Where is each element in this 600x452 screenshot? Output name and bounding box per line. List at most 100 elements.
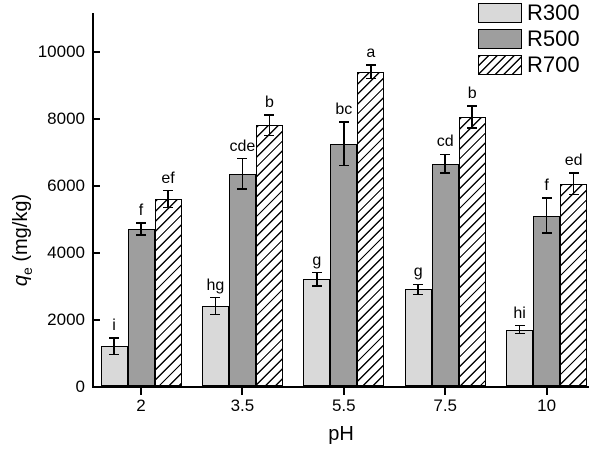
error-bar-cap: [163, 206, 173, 209]
error-bar-cap: [311, 285, 322, 287]
error-bar: [167, 190, 169, 208]
error-bar-cap: [109, 353, 119, 356]
legend-item-r700: R700: [478, 54, 580, 76]
y-tick-label: 4000: [47, 242, 85, 262]
legend-item-r500: R500: [478, 28, 580, 50]
error-bar: [572, 173, 575, 195]
x-tick-label: 7.5: [433, 396, 457, 415]
error-bar: [518, 325, 521, 334]
error-bar-cap: [163, 189, 173, 192]
x-tick-label: 5.5: [331, 396, 356, 415]
significance-label: ef: [161, 169, 175, 187]
y-tick: [93, 318, 100, 321]
error-bar-cap: [440, 153, 451, 156]
x-tick-label: 3.5: [230, 396, 255, 415]
y-axis-title-variable: q: [10, 275, 32, 287]
y-tick-label: 0: [75, 376, 85, 396]
error-bar-cap: [413, 283, 424, 286]
bar: [330, 143, 358, 387]
error-bar-cap: [568, 172, 579, 174]
bar: [404, 289, 432, 387]
y-tick-label: 2000: [47, 309, 85, 329]
error-bar-cap: [365, 77, 376, 80]
error-bar-cap: [237, 188, 248, 190]
significance-label: i: [112, 316, 116, 334]
bar: [431, 163, 459, 387]
significance-label: g: [312, 251, 322, 269]
significance-label: bc: [335, 100, 353, 118]
y-tick-label: 10000: [37, 41, 85, 61]
error-bar: [214, 297, 217, 315]
x-axis-line: [91, 386, 589, 388]
bar: [228, 173, 256, 387]
significance-label: ed: [564, 152, 583, 170]
significance-label: f: [544, 177, 549, 195]
x-tick: [241, 388, 244, 395]
error-bar-cap: [440, 172, 451, 174]
x-tick: [342, 388, 345, 395]
significance-label: hi: [513, 304, 526, 322]
legend: R300 R500 R700: [478, 2, 580, 76]
y-axis-title-subscript: e: [19, 267, 35, 276]
error-bar-cap: [413, 293, 424, 296]
x-axis-title: pH: [328, 423, 354, 445]
significance-label: g: [413, 263, 423, 281]
error-bar-cap: [467, 127, 478, 129]
y-axis-line: [91, 13, 94, 388]
legend-label-r700: R700: [527, 52, 580, 77]
error-bar-cap: [338, 121, 349, 123]
error-bar-cap: [210, 296, 221, 299]
x-tick: [545, 388, 548, 395]
error-bar-cap: [338, 164, 349, 167]
bar: [303, 279, 331, 387]
y-tick: [93, 50, 100, 53]
legend-item-r300: R300: [478, 2, 580, 24]
bar: [533, 215, 561, 387]
bar: [154, 198, 182, 387]
error-bar: [417, 284, 419, 295]
legend-swatch-r700: [478, 55, 522, 75]
significance-label: b: [467, 84, 477, 102]
y-tick-label: 8000: [47, 108, 85, 128]
error-bar-cap: [365, 64, 376, 66]
x-tick-label: 2: [136, 396, 146, 415]
error-bar-cap: [541, 197, 552, 199]
bar: [458, 116, 486, 387]
error-bar: [444, 154, 446, 174]
error-bar-cap: [467, 105, 478, 107]
error-bar-cap: [136, 222, 146, 224]
error-bar-cap: [210, 313, 221, 316]
significance-label: a: [366, 43, 376, 61]
error-bar: [241, 158, 244, 189]
error-bar: [343, 121, 345, 166]
x-tick: [140, 388, 142, 395]
error-bar-cap: [514, 332, 525, 335]
bar: [506, 329, 534, 387]
error-bar-cap: [514, 324, 525, 327]
error-bar-cap: [264, 114, 275, 116]
bar: [560, 183, 588, 387]
significance-label: b: [264, 94, 274, 112]
y-tick: [93, 251, 100, 254]
error-bar: [268, 115, 271, 136]
y-tick: [93, 117, 100, 120]
legend-swatch-r500: [478, 29, 522, 49]
error-bar-cap: [568, 193, 579, 196]
error-bar: [545, 198, 548, 234]
significance-label: cd: [436, 133, 454, 151]
error-bar: [370, 64, 372, 79]
bar: [255, 125, 283, 387]
y-tick-label: 6000: [47, 175, 85, 195]
significance-label: hg: [206, 276, 225, 294]
y-tick: [93, 184, 100, 187]
legend-label-r500: R500: [527, 26, 580, 51]
error-bar-cap: [264, 134, 275, 137]
bar: [127, 229, 155, 387]
x-tick: [444, 388, 447, 395]
significance-label: f: [138, 202, 144, 220]
error-bar-cap: [136, 234, 146, 236]
legend-swatch-r300: [478, 3, 522, 23]
error-bar: [471, 105, 473, 128]
error-bar-cap: [541, 232, 552, 234]
